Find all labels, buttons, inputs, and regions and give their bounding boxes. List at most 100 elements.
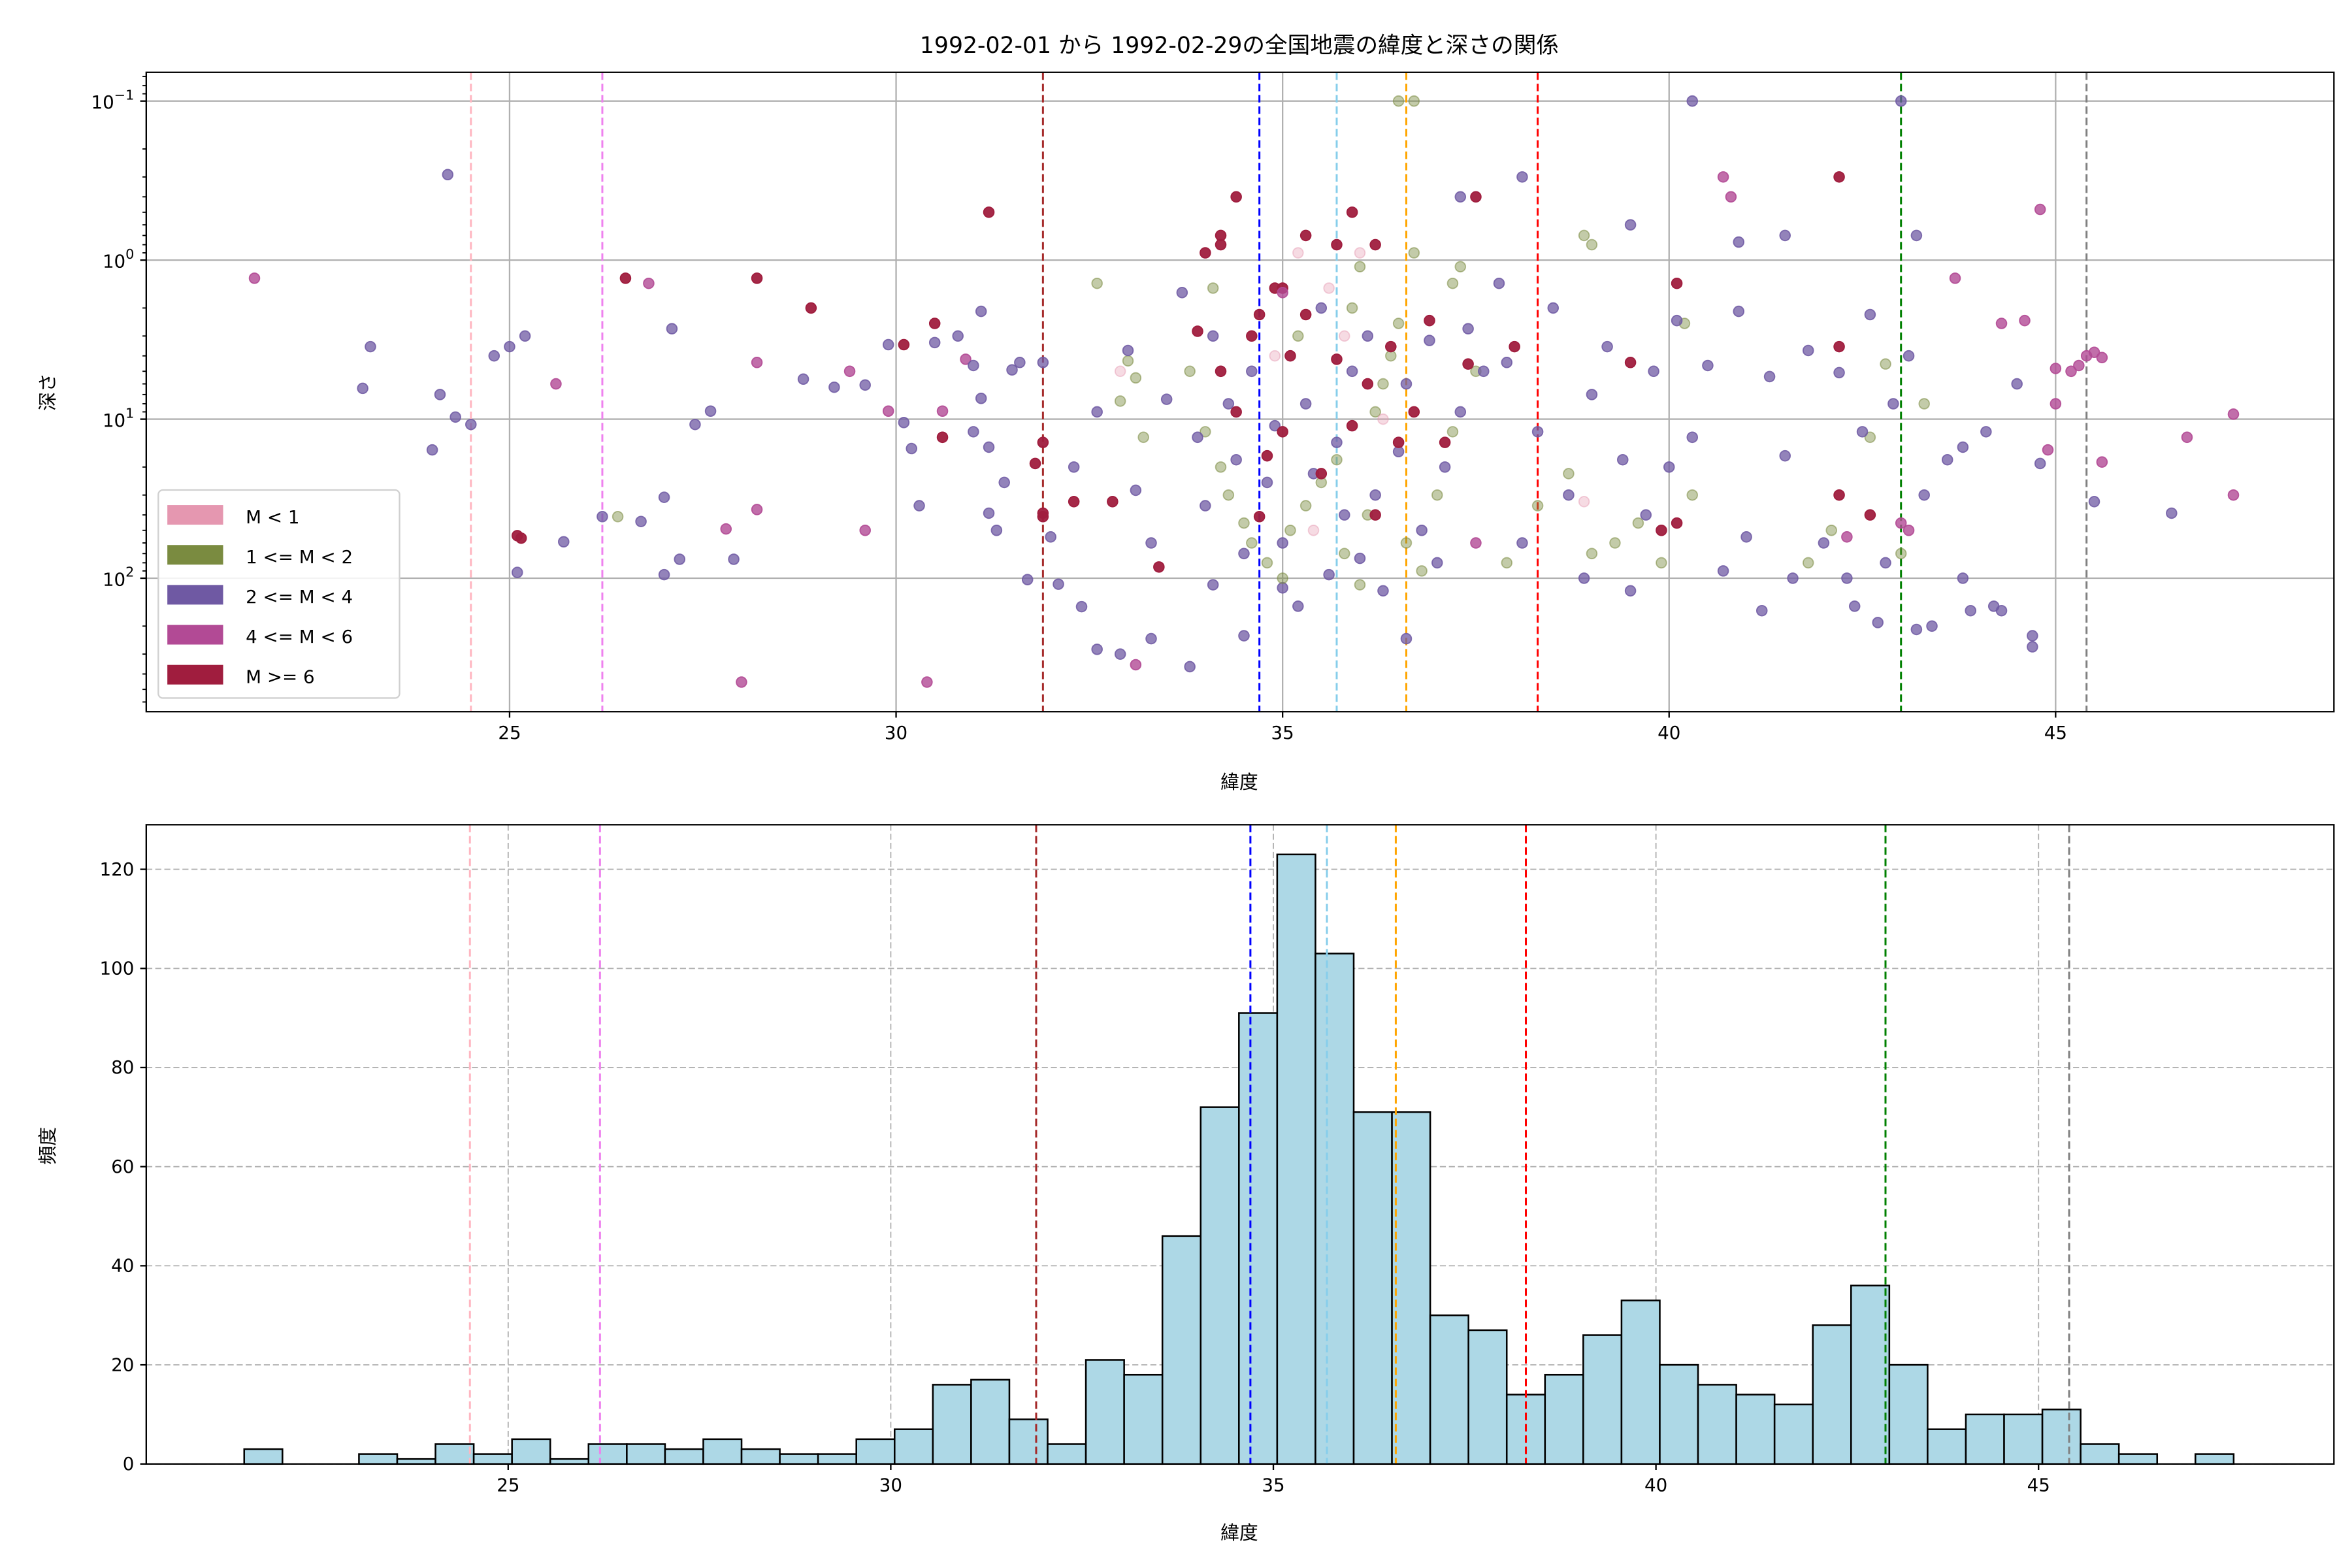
- data-point: [1864, 431, 1876, 444]
- data-point: [1200, 426, 1211, 438]
- data-point: [983, 507, 995, 519]
- data-point: [1725, 191, 1737, 203]
- data-point: [1261, 557, 1273, 569]
- data-point: [1299, 229, 1312, 242]
- data-point: [248, 272, 261, 284]
- histogram-bar: [1697, 1384, 1737, 1465]
- data-point: [2050, 398, 2062, 410]
- data-point: [1385, 340, 1397, 353]
- data-point: [1424, 314, 1435, 327]
- data-point: [751, 504, 763, 515]
- histogram-bar: [1391, 1111, 1431, 1465]
- data-point: [1377, 585, 1389, 597]
- data-point: [1601, 340, 1613, 353]
- data-point: [1053, 578, 1064, 590]
- histogram-bar: [2041, 1409, 2082, 1465]
- y-tick-base: 10: [103, 569, 125, 591]
- histogram-bar: [2003, 1413, 2044, 1465]
- data-point: [2019, 314, 2031, 327]
- data-point: [1841, 531, 1853, 543]
- data-point: [1431, 557, 1443, 569]
- histogram-bar: [702, 1438, 743, 1465]
- legend-label: 4 <= M < 6: [246, 626, 353, 647]
- data-point: [619, 272, 632, 284]
- data-point: [1369, 509, 1381, 521]
- data-point: [952, 330, 964, 342]
- data-point: [1493, 277, 1505, 289]
- data-point: [1656, 524, 1667, 536]
- data-point: [1841, 572, 1853, 584]
- data-point: [1068, 496, 1080, 508]
- data-point: [2027, 641, 2038, 653]
- histogram-bar: [1161, 1235, 1202, 1465]
- histogram-bar: [1582, 1334, 1623, 1465]
- y-tick-exponent: 1: [125, 405, 134, 421]
- data-point: [1864, 308, 1876, 321]
- legend-swatch: [167, 545, 223, 565]
- data-point: [2166, 507, 2178, 519]
- data-point: [1941, 453, 1953, 466]
- data-point: [1331, 436, 1343, 448]
- legend-swatch: [167, 664, 223, 685]
- data-point: [1833, 171, 1845, 183]
- histogram-bar: [2195, 1453, 2235, 1465]
- data-point: [960, 353, 972, 365]
- data-point: [1918, 489, 1930, 501]
- histogram-bar: [1047, 1443, 1087, 1465]
- data-point: [1740, 531, 1752, 543]
- legend-swatch: [167, 625, 223, 645]
- data-point: [1446, 426, 1459, 438]
- data-point: [1563, 489, 1575, 501]
- data-point: [1369, 238, 1381, 251]
- data-point: [612, 510, 624, 523]
- data-point: [1130, 372, 1142, 384]
- histogram-bar: [1544, 1373, 1584, 1465]
- data-point: [975, 305, 987, 318]
- data-point: [1818, 537, 1830, 549]
- data-point: [1346, 206, 1358, 218]
- data-point: [1014, 357, 1026, 368]
- y-tick-label: 40: [111, 1255, 134, 1277]
- data-point: [983, 206, 995, 218]
- data-point: [1578, 496, 1590, 508]
- data-point: [1130, 484, 1142, 497]
- data-point: [1277, 572, 1288, 584]
- data-point: [1408, 95, 1420, 107]
- data-point: [1362, 378, 1374, 390]
- data-point: [1895, 547, 1907, 560]
- data-point: [1184, 365, 1196, 378]
- x-tick-label: 30: [879, 1474, 902, 1495]
- x-tick-label: 35: [1262, 1474, 1284, 1495]
- data-point: [1787, 572, 1799, 584]
- data-point: [843, 365, 856, 378]
- histogram-bar: [740, 1448, 781, 1465]
- data-point: [2065, 365, 2077, 378]
- data-point: [488, 350, 500, 362]
- data-point: [1779, 229, 1791, 242]
- data-point: [643, 277, 655, 289]
- data-point: [1926, 620, 1938, 632]
- data-point: [1192, 325, 1203, 337]
- data-point: [1137, 431, 1149, 444]
- legend-label: M < 1: [246, 506, 299, 528]
- data-point: [1261, 476, 1273, 489]
- y-tick-label: 0: [123, 1453, 135, 1475]
- scatter-x-label: 緯度: [1220, 771, 1258, 793]
- data-point: [906, 442, 917, 455]
- y-tick-label: 60: [111, 1156, 134, 1177]
- legend-swatch: [167, 505, 223, 525]
- data-point: [1277, 582, 1288, 594]
- data-point: [898, 416, 910, 429]
- histogram-bar: [970, 1379, 1011, 1465]
- data-point: [1400, 632, 1413, 645]
- data-point: [1856, 426, 1869, 438]
- data-point: [1910, 623, 1923, 636]
- data-point: [1238, 547, 1250, 560]
- data-point: [1207, 282, 1219, 294]
- data-point: [1261, 449, 1273, 462]
- data-point: [1910, 229, 1923, 242]
- data-point: [1369, 406, 1381, 418]
- data-point: [1145, 537, 1157, 549]
- data-point: [1299, 398, 1312, 410]
- data-point: [2011, 378, 2023, 390]
